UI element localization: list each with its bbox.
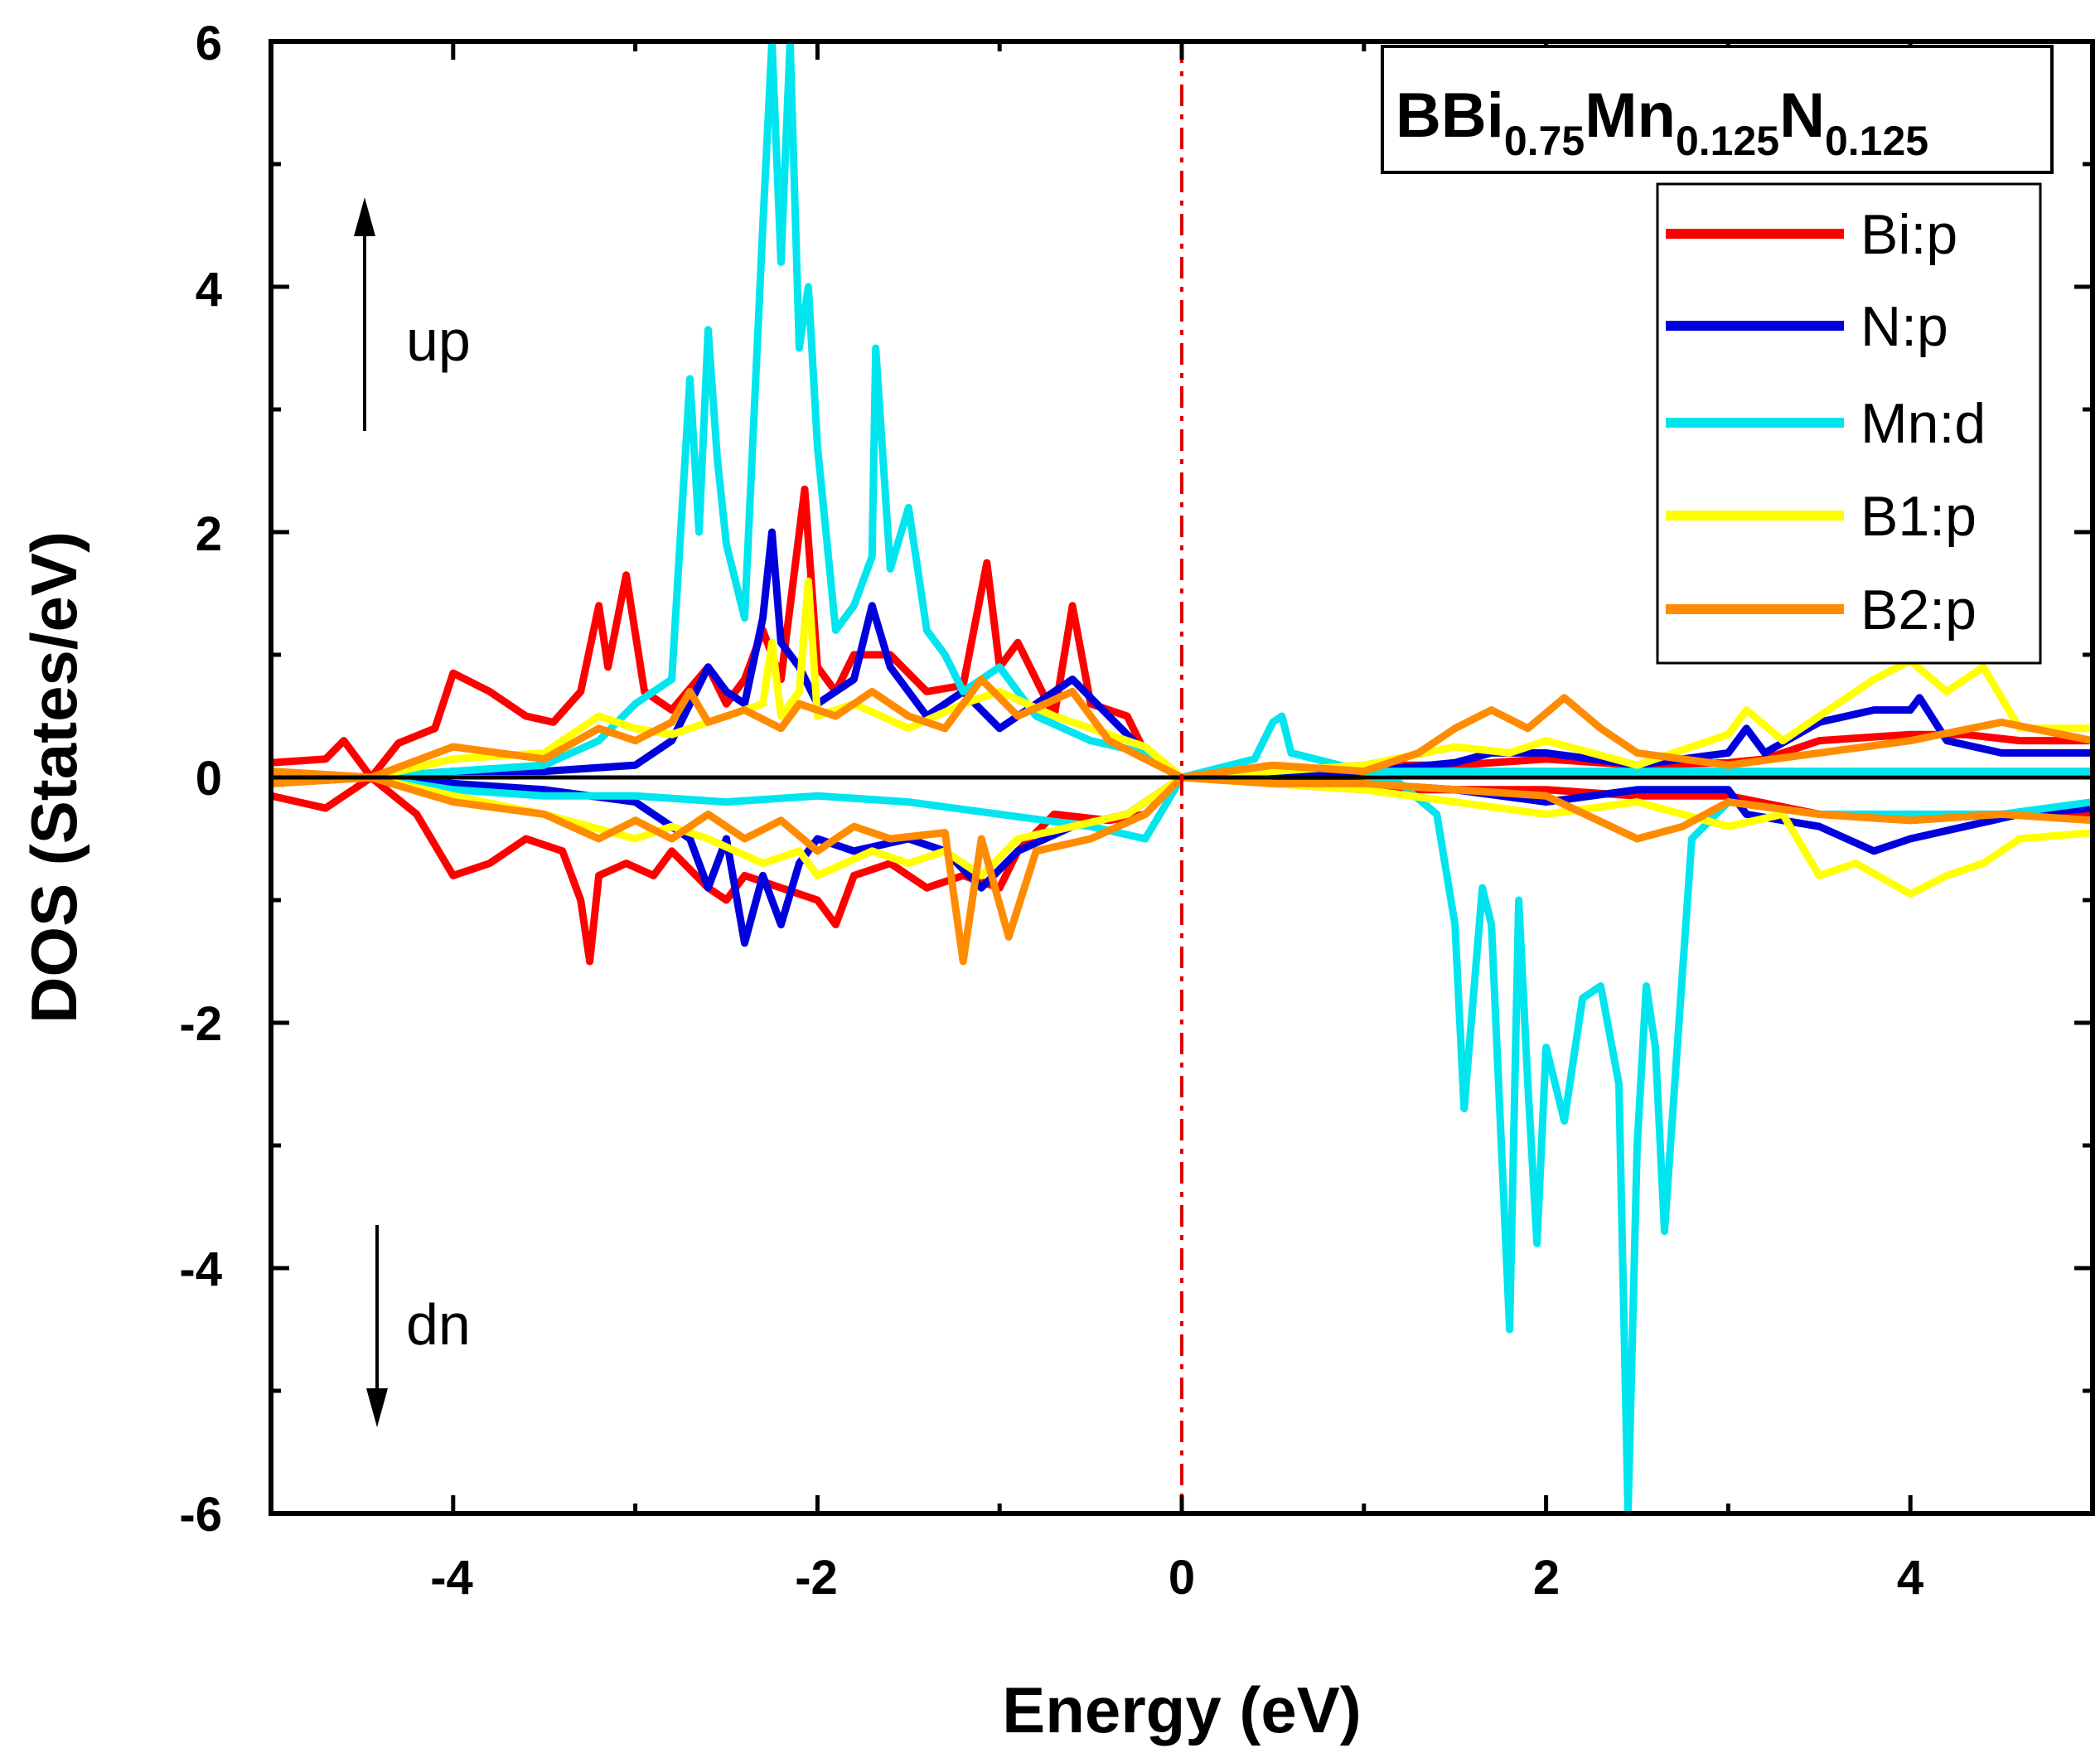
series-line-b1-p-up xyxy=(271,577,2093,782)
spin-up-annotation: up xyxy=(354,197,471,431)
x-axis-title: Energy (eV) xyxy=(1002,1673,1361,1746)
x-tick-label: 4 xyxy=(1897,1551,1923,1605)
compound-title-box xyxy=(1381,45,2054,174)
series-line-b2-p-dn xyxy=(271,773,2093,966)
legend-item-bi-p: Bi:p xyxy=(1666,203,1957,266)
y-tick-label: -6 xyxy=(179,1488,222,1542)
series-line-mn-d-dn xyxy=(271,773,2093,1513)
series-line-mn-d-up xyxy=(271,41,2093,782)
legend-label: B1:p xyxy=(1860,485,1977,548)
x-tick-label: -4 xyxy=(430,1551,473,1605)
y-tick-label: -2 xyxy=(179,997,222,1051)
legend-label: N:p xyxy=(1860,295,1948,358)
up-label: up xyxy=(406,308,471,373)
legend-item-b1-p: B1:p xyxy=(1666,485,1977,548)
legend-label: Mn:d xyxy=(1860,392,1986,455)
y-tick-label: 2 xyxy=(196,507,222,561)
y-tick-labels: -6 -4 -2 0 2 4 6 xyxy=(179,17,222,1542)
down-arrow-icon xyxy=(366,1388,388,1427)
series-line-b1-p-dn xyxy=(271,773,2093,898)
y-axis-title: DOS (States/eV) xyxy=(17,531,90,1024)
y-tick-label: -4 xyxy=(179,1242,222,1296)
series-group xyxy=(271,41,2093,1513)
x-tick-label: 0 xyxy=(1169,1551,1195,1605)
y-tick-label: 0 xyxy=(196,752,222,806)
compound-title: BBi0.75Mn0.125N0.125 xyxy=(1381,45,2054,174)
legend-label: Bi:p xyxy=(1860,203,1957,266)
y-tick-label: 4 xyxy=(196,263,222,317)
y-tick-label: 6 xyxy=(196,17,222,70)
legend-label: B2:p xyxy=(1860,579,1977,642)
x-tick-labels: -4 -2 0 2 4 xyxy=(430,1551,1923,1605)
legend: Bi:p N:p Mn:d B1:p B2:p xyxy=(1656,182,2042,665)
series-line-b2-p-up xyxy=(271,676,2093,782)
legend-item-b2-p: B2:p xyxy=(1666,579,1977,642)
up-arrow-icon xyxy=(354,197,375,236)
dn-label: dn xyxy=(406,1292,471,1357)
spin-down-annotation: dn xyxy=(366,1225,471,1427)
compound-formula: BBi0.75Mn0.125N0.125 xyxy=(1396,80,1928,164)
x-tick-label: 2 xyxy=(1533,1551,1560,1605)
legend-item-n-p: N:p xyxy=(1666,295,1948,358)
legend-item-mn-d: Mn:d xyxy=(1666,392,1986,455)
x-tick-label: -2 xyxy=(795,1551,838,1605)
series-line-bi-p-up xyxy=(271,485,2093,782)
